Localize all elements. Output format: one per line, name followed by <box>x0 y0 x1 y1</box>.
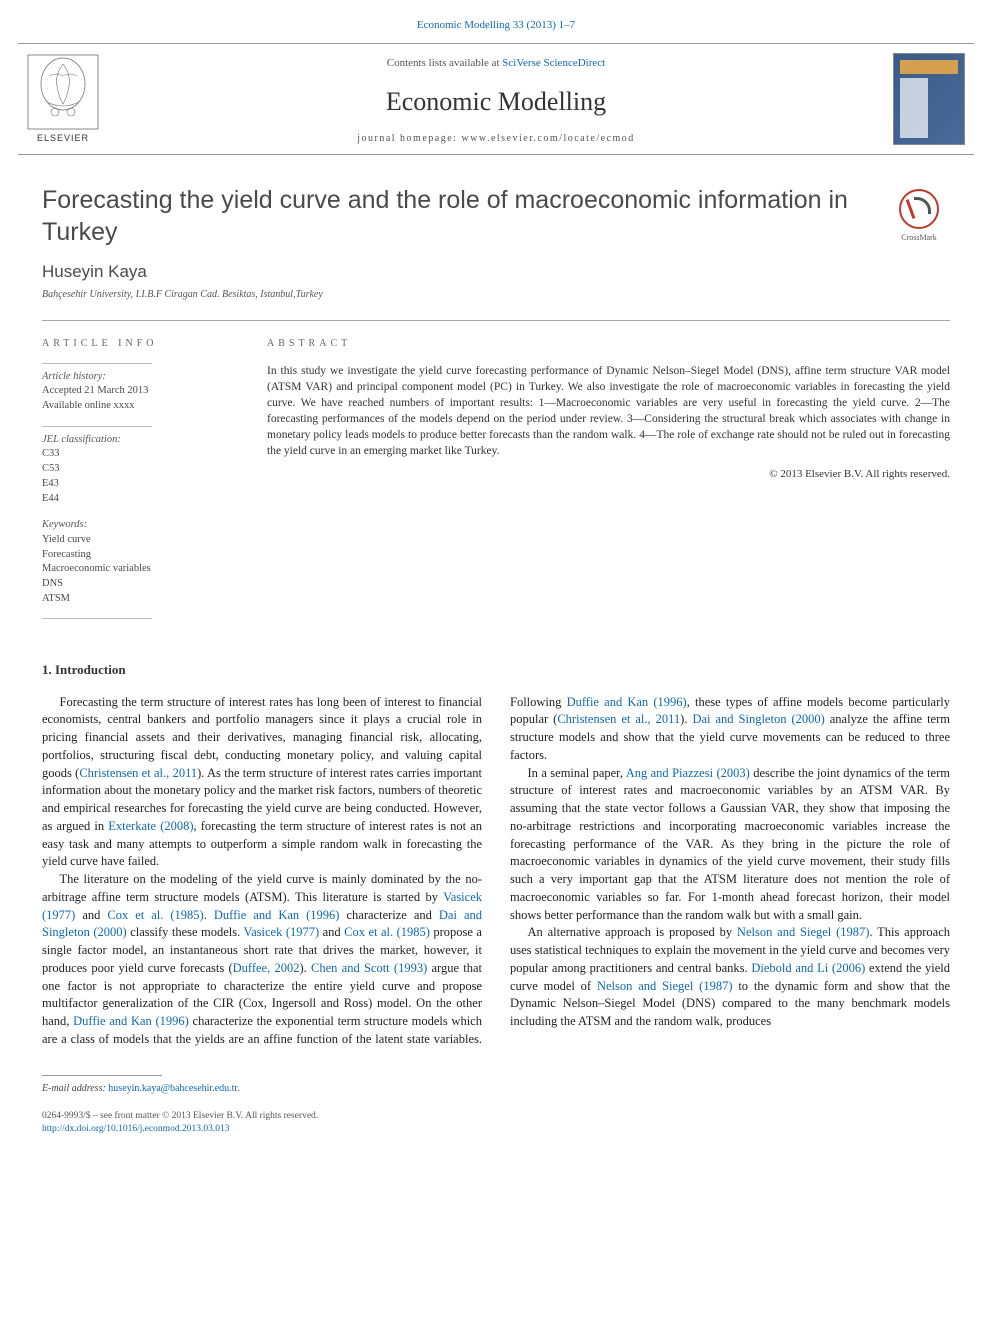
footnote-area: E-mail address: huseyin.kaya@bahcesehir.… <box>42 1075 950 1096</box>
author-affiliation: Bahçesehir University, I.I.B.F Ciragan C… <box>42 288 950 302</box>
body-text: Forecasting the term structure of intere… <box>42 694 950 1049</box>
keyword: Yield curve <box>42 533 239 548</box>
contents-prefix: Contents lists available at <box>387 57 502 69</box>
jel-code: C53 <box>42 462 239 477</box>
journal-name: Economic Modelling <box>108 84 884 120</box>
article-history: Article history: Accepted 21 March 2013 … <box>42 370 239 414</box>
jel-code: C33 <box>42 447 239 462</box>
jel-code: E44 <box>42 492 239 507</box>
doi-link[interactable]: http://dx.doi.org/10.1016/j.econmod.2013… <box>42 1123 318 1136</box>
contents-line: Contents lists available at SciVerse Sci… <box>108 56 884 71</box>
paragraph: In a seminal paper, Ang and Piazzesi (20… <box>510 765 950 925</box>
keywords-block: Keywords: Yield curve Forecasting Macroe… <box>42 518 239 606</box>
masthead-center: Contents lists available at SciVerse Sci… <box>108 44 884 154</box>
crossmark-icon <box>899 189 939 229</box>
homepage-prefix: journal homepage: <box>357 133 461 144</box>
citation-link[interactable]: Cox et al. (1985) <box>107 908 203 922</box>
citation-link[interactable]: Dai and Singleton (2000) <box>692 712 824 726</box>
jel-label: JEL classification: <box>42 433 239 448</box>
sciencedirect-link[interactable]: SciVerse ScienceDirect <box>502 57 605 69</box>
author-name: Huseyin Kaya <box>42 260 950 284</box>
keyword: Forecasting <box>42 548 239 563</box>
page-footer: 0264-9993/$ – see front matter © 2013 El… <box>42 1110 950 1137</box>
accepted-date: Accepted 21 March 2013 <box>42 384 239 399</box>
keyword: DNS <box>42 577 239 592</box>
citation-link[interactable]: Duffee, 2002 <box>233 961 300 975</box>
abstract-text: In this study we investigate the yield c… <box>267 363 950 460</box>
header-citation: Economic Modelling 33 (2013) 1–7 <box>0 0 992 43</box>
publisher-logo: ELSEVIER <box>18 44 108 154</box>
history-label: Article history: <box>42 370 239 385</box>
keyword: ATSM <box>42 592 239 607</box>
section-1-heading: 1. Introduction <box>42 661 950 679</box>
citation-link[interactable]: Ang and Piazzesi (2003) <box>626 766 750 780</box>
journal-homepage: journal homepage: www.elsevier.com/locat… <box>108 132 884 146</box>
svg-text:ELSEVIER: ELSEVIER <box>37 133 89 143</box>
abstract-heading: abstract <box>267 337 950 351</box>
paragraph: An alternative approach is proposed by N… <box>510 924 950 1031</box>
article-info-sidebar: article info Article history: Accepted 2… <box>42 337 267 626</box>
citation-link[interactable]: Chen and Scott (1993) <box>311 961 427 975</box>
jel-code: E43 <box>42 477 239 492</box>
citation-link[interactable]: Exterkate (2008) <box>108 819 193 833</box>
email-label: E-mail address: <box>42 1083 108 1094</box>
journal-cover-image <box>893 53 965 145</box>
crossmark-badge[interactable]: CrossMark <box>888 189 950 243</box>
journal-cover <box>884 44 974 154</box>
jel-block: JEL classification: C33 C53 E43 E44 <box>42 433 239 506</box>
masthead: ELSEVIER Contents lists available at Sci… <box>18 43 974 155</box>
citation-link[interactable]: Duffie and Kan (1996) <box>567 695 687 709</box>
citation-link[interactable]: Christensen et al., 2011 <box>79 766 197 780</box>
citation-link[interactable]: Economic Modelling 33 (2013) 1–7 <box>417 19 575 31</box>
citation-link[interactable]: Nelson and Siegel (1987) <box>597 979 733 993</box>
citation-link[interactable]: Duffie and Kan (1996) <box>73 1014 189 1028</box>
citation-link[interactable]: Christensen et al., 2011 <box>557 712 680 726</box>
available-online: Available online xxxx <box>42 399 239 414</box>
citation-link[interactable]: Diebold and Li (2006) <box>751 961 865 975</box>
abstract-column: abstract In this study we investigate th… <box>267 337 950 626</box>
citation-link[interactable]: Cox et al. (1985) <box>344 925 430 939</box>
corresponding-email: E-mail address: huseyin.kaya@bahcesehir.… <box>42 1082 950 1096</box>
homepage-url: www.elsevier.com/locate/ecmod <box>461 133 634 144</box>
article-info-heading: article info <box>42 337 239 351</box>
citation-link[interactable]: Duffie and Kan (1996) <box>214 908 340 922</box>
citation-link[interactable]: Vasicek (1977) <box>243 925 319 939</box>
keywords-label: Keywords: <box>42 518 239 533</box>
paragraph: Forecasting the term structure of intere… <box>42 694 482 872</box>
citation-link[interactable]: Nelson and Siegel (1987) <box>737 925 870 939</box>
email-link[interactable]: huseyin.kaya@bahcesehir.edu.tr <box>108 1083 237 1094</box>
keyword: Macroeconomic variables <box>42 562 239 577</box>
abstract-copyright: © 2013 Elsevier B.V. All rights reserved… <box>267 467 950 482</box>
front-matter-line: 0264-9993/$ – see front matter © 2013 El… <box>42 1110 318 1123</box>
article-title: Forecasting the yield curve and the role… <box>42 185 868 248</box>
crossmark-label: CrossMark <box>888 232 950 243</box>
